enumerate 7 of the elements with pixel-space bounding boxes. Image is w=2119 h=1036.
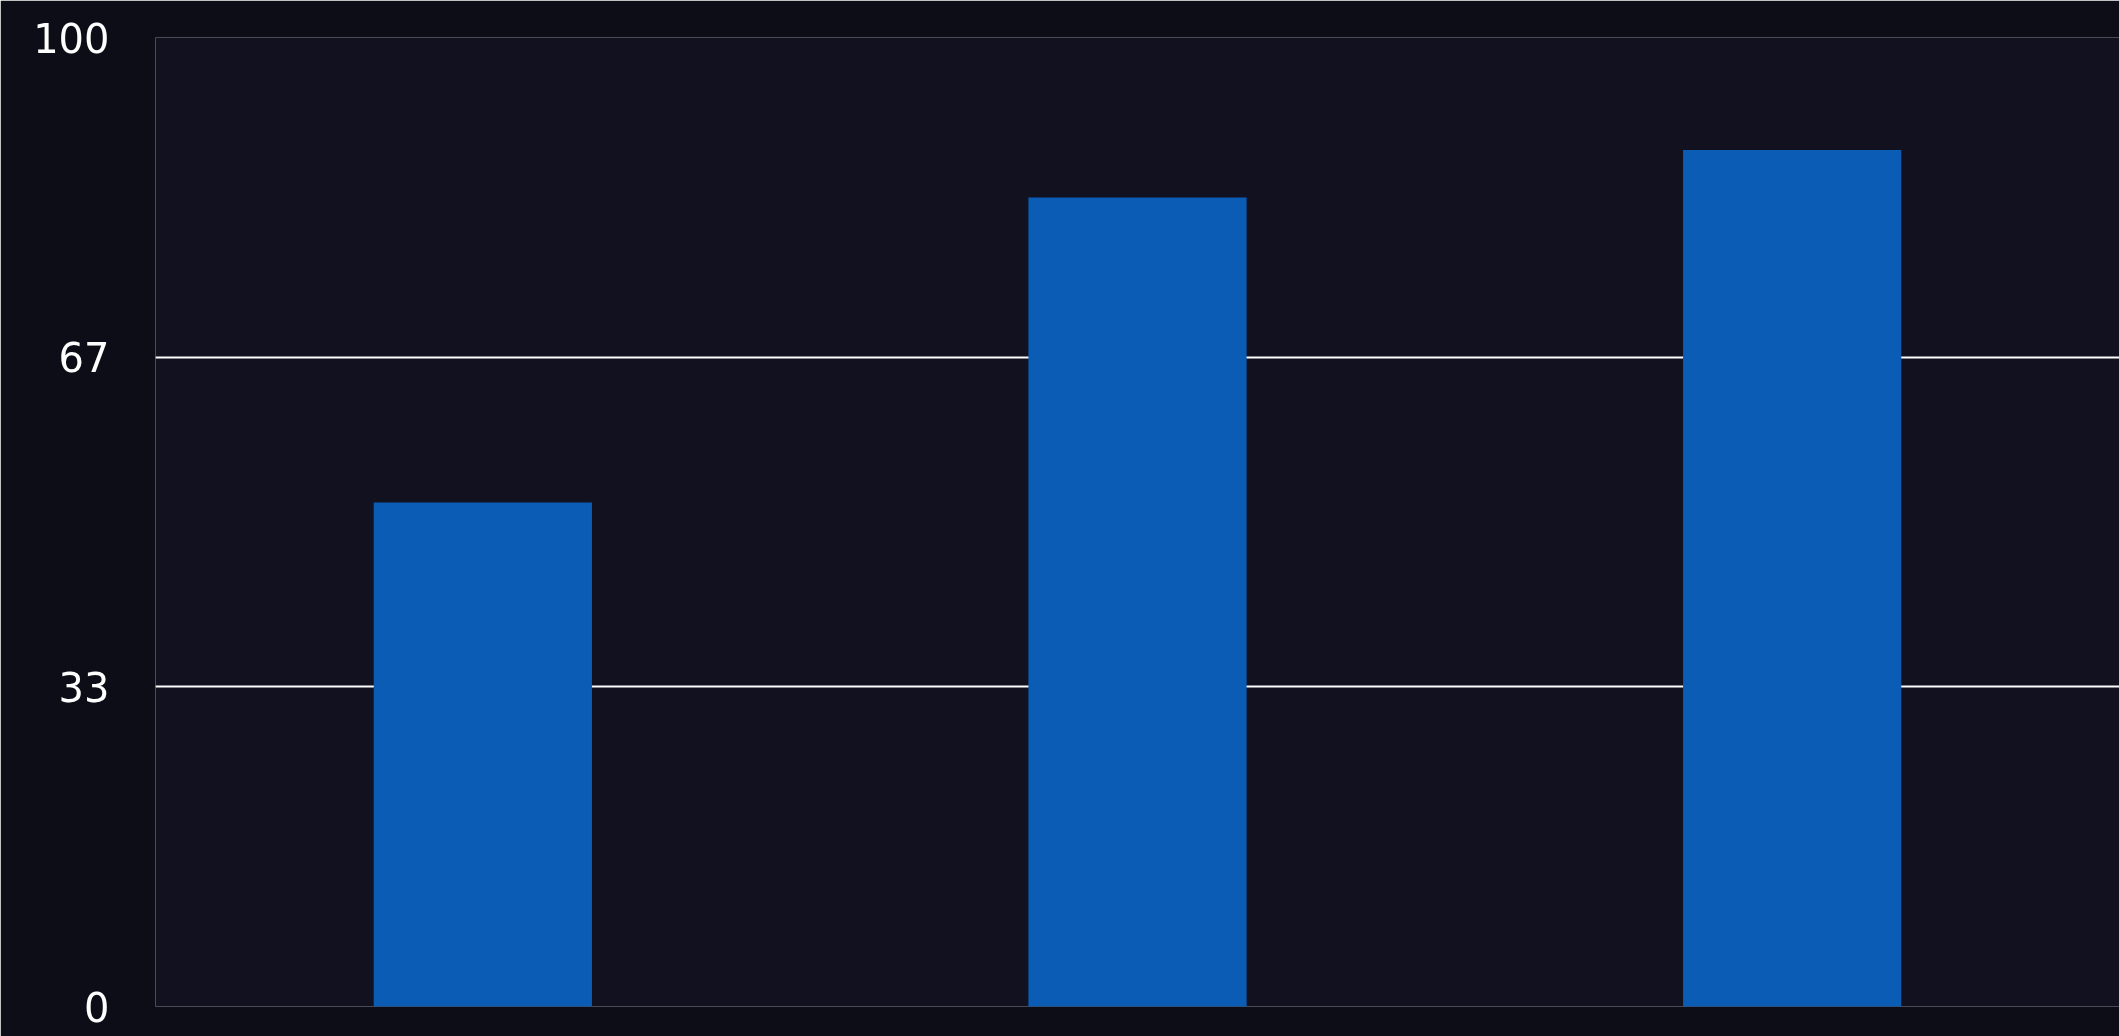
y-tick-label: 33 <box>58 664 110 711</box>
bar <box>1683 149 1902 1007</box>
bar <box>1028 197 1247 1007</box>
y-tick-label: 0 <box>84 984 110 1031</box>
y-tick-label: 67 <box>58 335 110 382</box>
bar <box>373 502 592 1007</box>
y-tick-label: 100 <box>33 15 110 62</box>
